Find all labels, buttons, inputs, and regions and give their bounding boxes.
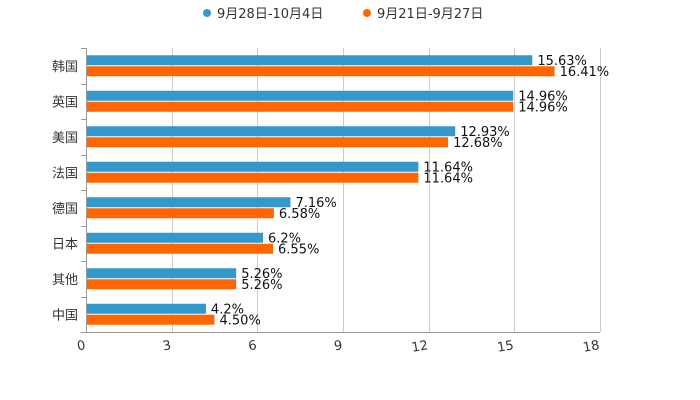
category-group: 11.64%11.64% bbox=[86, 160, 473, 186]
data-label: 16.41% bbox=[560, 65, 610, 80]
category-group: 12.93%12.68% bbox=[86, 125, 510, 151]
category-label: 美国 bbox=[52, 131, 78, 146]
category-label: 中国 bbox=[52, 308, 78, 323]
data-label: 14.96% bbox=[518, 100, 568, 115]
data-label: 5.26% bbox=[241, 267, 282, 282]
category-group: 4.2%4.50% bbox=[86, 302, 261, 328]
category-group: 5.26%5.26% bbox=[86, 267, 283, 293]
bar-series-2[interactable] bbox=[86, 208, 274, 219]
tick-label: 6 bbox=[247, 338, 258, 354]
bar-series-2[interactable] bbox=[86, 137, 449, 148]
data-label: 7.16% bbox=[295, 196, 336, 211]
data-label: 6.55% bbox=[278, 242, 319, 257]
bars-layer: 15.63%16.41% 14.96%14.96% 12.93%12.68% 11.6… bbox=[86, 54, 609, 328]
data-label: 11.64% bbox=[423, 171, 473, 186]
tick-label: 12 bbox=[410, 338, 429, 356]
bar-series-1[interactable] bbox=[86, 303, 206, 314]
data-label: 15.63% bbox=[537, 54, 587, 69]
tick-label: 15 bbox=[496, 338, 515, 356]
legend-swatch bbox=[203, 9, 211, 17]
data-label: 4.50% bbox=[220, 313, 261, 328]
legend-label: 9月28日-10月4日 bbox=[217, 7, 323, 22]
bar-series-2[interactable] bbox=[86, 243, 274, 254]
data-label: 5.26% bbox=[241, 278, 282, 293]
bar-series-1[interactable] bbox=[86, 268, 237, 279]
data-label: 11.64% bbox=[423, 160, 473, 175]
chart-legend: 9月28日-10月4日 9月21日-9月27日 bbox=[203, 7, 483, 22]
legend-label: 9月21日-9月27日 bbox=[377, 7, 483, 22]
bar-series-1[interactable] bbox=[86, 126, 456, 137]
legend-item-1[interactable]: 9月28日-10月4日 bbox=[203, 7, 323, 22]
tick-label: 9 bbox=[333, 338, 344, 354]
bar-series-2[interactable] bbox=[86, 101, 514, 112]
category-label: 日本 bbox=[52, 237, 78, 252]
bar-series-2[interactable] bbox=[86, 279, 237, 290]
tick-label: 0 bbox=[76, 338, 87, 354]
category-group: 14.96%14.96% bbox=[86, 89, 568, 115]
category-label: 其他 bbox=[52, 273, 78, 288]
tick-label: 18 bbox=[582, 338, 601, 356]
bar-series-1[interactable] bbox=[86, 161, 419, 172]
category-label: 韩国 bbox=[52, 60, 78, 75]
data-label: 14.96% bbox=[518, 89, 568, 104]
category-label: 英国 bbox=[52, 95, 78, 110]
data-label: 4.2% bbox=[211, 302, 244, 317]
bar-series-1[interactable] bbox=[86, 197, 291, 208]
data-label: 6.58% bbox=[279, 207, 320, 222]
bar-series-2[interactable] bbox=[86, 66, 555, 77]
data-label: 6.2% bbox=[268, 231, 301, 246]
category-group: 7.16%6.58% bbox=[86, 196, 337, 222]
tick-label: 3 bbox=[162, 338, 173, 354]
bar-series-1[interactable] bbox=[86, 90, 514, 101]
bar-series-1[interactable] bbox=[86, 232, 264, 243]
bar-series-2[interactable] bbox=[86, 172, 419, 183]
value-axis: 0 3 6 9 12 15 18 bbox=[76, 332, 601, 356]
category-label: 法国 bbox=[52, 166, 78, 181]
legend-item-2[interactable]: 9月21日-9月27日 bbox=[363, 7, 483, 22]
category-group: 15.63%16.41% bbox=[86, 54, 609, 80]
bar-series-2[interactable] bbox=[86, 314, 215, 325]
legend-swatch bbox=[363, 9, 371, 17]
category-label: 德国 bbox=[52, 202, 78, 217]
category-group: 6.2%6.55% bbox=[86, 231, 319, 257]
bar-series-1[interactable] bbox=[86, 55, 533, 66]
data-label: 12.68% bbox=[453, 136, 503, 151]
data-label: 12.93% bbox=[460, 125, 510, 140]
